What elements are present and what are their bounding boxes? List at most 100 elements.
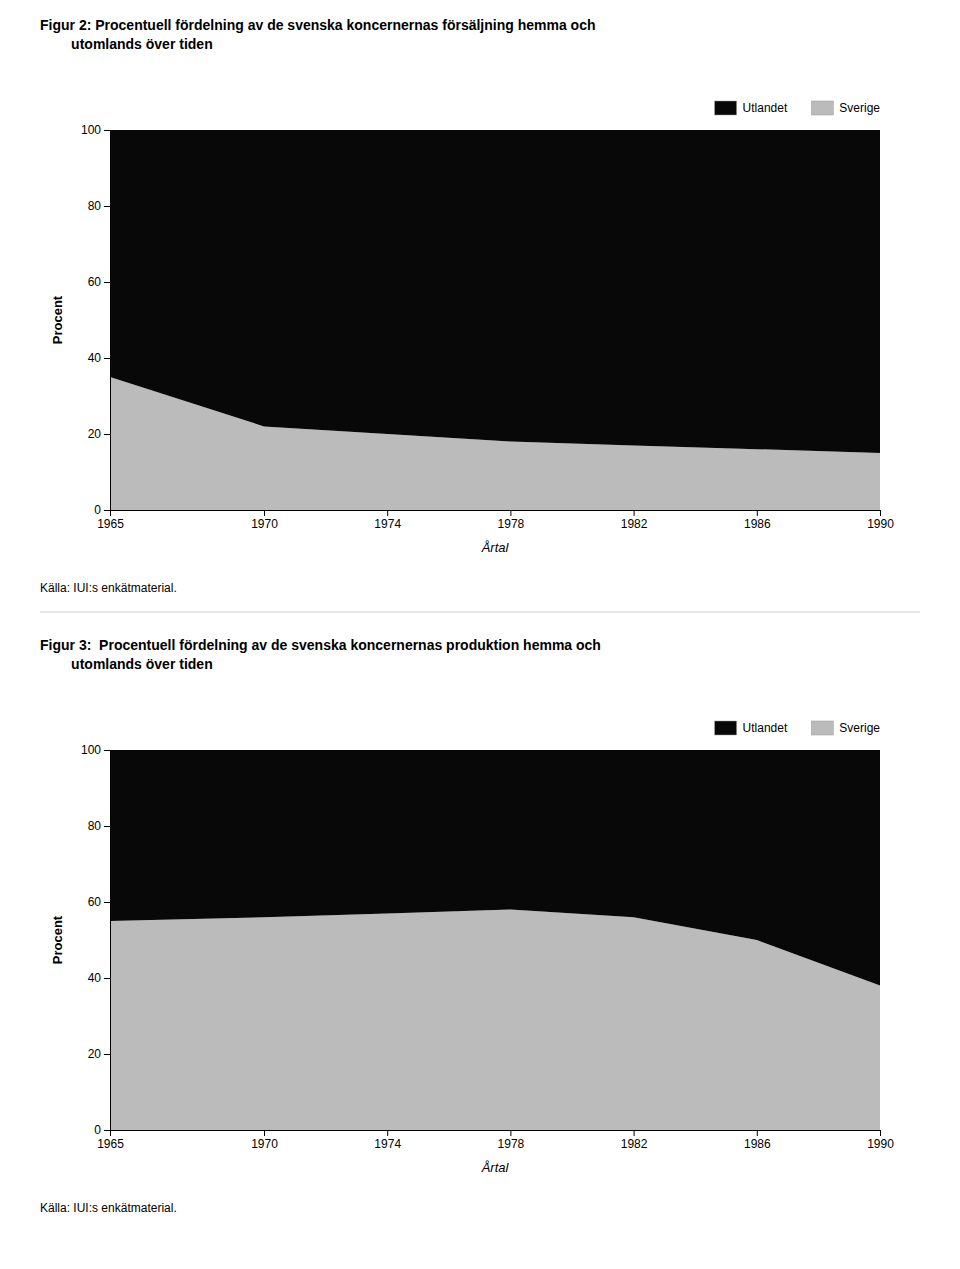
- tick-label: 1990: [867, 517, 894, 531]
- x-axis-label: Årtal: [481, 540, 510, 555]
- tick-mark: [104, 1130, 110, 1131]
- legend-item: Utlandet: [715, 101, 788, 115]
- tick: 80: [88, 819, 110, 833]
- y-axis: 0 20 40 60 80 100: [81, 123, 111, 517]
- title: utomlands över tiden: [40, 36, 213, 52]
- x-axis: 1965 1970 1974 1978 1982 1986 1990: [97, 510, 894, 531]
- legend-label: Utlandet: [743, 101, 788, 115]
- tick-mark: [104, 434, 110, 435]
- tick-mark: [264, 510, 265, 516]
- tick-mark: [634, 1130, 635, 1136]
- tick: 1978: [498, 1130, 525, 1151]
- legend-label: Sverige: [839, 721, 880, 735]
- tick: 60: [88, 895, 110, 909]
- tick-label: 1978: [498, 517, 525, 531]
- legend-label: Utlandet: [743, 721, 788, 735]
- tick-mark: [104, 978, 110, 979]
- tick: 1982: [621, 510, 648, 531]
- tick-label: 40: [88, 971, 102, 985]
- chart: Figur 2: Procentuell fördelning av de sv…: [40, 17, 920, 612]
- tick-label: 0: [94, 503, 101, 517]
- tick-mark: [264, 1130, 265, 1136]
- tick: 1965: [97, 510, 124, 531]
- tick-label: 20: [88, 1047, 102, 1061]
- tick-label: 1982: [621, 1137, 648, 1151]
- areas: [110, 130, 880, 510]
- legend-swatch: [811, 721, 833, 735]
- axis-domain: [111, 1131, 881, 1137]
- tick-mark: [104, 750, 110, 751]
- annotation: Källa: IUI:s enkätmaterial.: [40, 1201, 177, 1215]
- tick: 1986: [744, 1130, 771, 1151]
- annotation: Källa: IUI:s enkätmaterial.: [40, 581, 177, 595]
- tick: 1970: [251, 510, 278, 531]
- tick-label: 60: [88, 275, 102, 289]
- legend-item: Utlandet: [715, 721, 788, 735]
- tick-mark: [104, 902, 110, 903]
- tick: 100: [81, 123, 110, 137]
- tick-mark: [104, 282, 110, 283]
- tick: 1990: [867, 1130, 894, 1151]
- tick: 20: [88, 1047, 110, 1061]
- tick-label: 20: [88, 427, 102, 441]
- y-axis-label: Procent: [50, 915, 65, 964]
- tick-label: 40: [88, 351, 102, 365]
- page: Figur 2: Procentuell fördelning av de sv…: [0, 0, 960, 1269]
- tick-label: 1974: [374, 1137, 401, 1151]
- tick: 1974: [374, 510, 401, 531]
- axis-domain: [104, 751, 111, 1131]
- tick-label: 1978: [498, 1137, 525, 1151]
- plot: 1965 1970 1974 1978 1982 1986 1990 0 20 40 60 80 100…: [50, 101, 894, 555]
- tick-label: 1970: [251, 517, 278, 531]
- tick-mark: [104, 206, 110, 207]
- area: [110, 130, 880, 453]
- title: Figur 3: Procentuell fördelning av de sv…: [40, 637, 601, 653]
- tick-mark: [387, 1130, 388, 1136]
- legend-label: Sverige: [839, 101, 880, 115]
- tick-label: 1970: [251, 1137, 278, 1151]
- legend: Utlandet Sverige: [715, 721, 881, 735]
- y-axis: 020406080100: [81, 743, 111, 1137]
- tick: 20: [88, 427, 110, 441]
- tick: 1974: [374, 1130, 401, 1151]
- area: [110, 750, 880, 986]
- tick: 1978: [498, 510, 525, 531]
- legend-swatch: [811, 101, 833, 115]
- tick: 40: [88, 971, 110, 985]
- legend: Utlandet Sverige: [715, 101, 881, 115]
- tick: 1990: [867, 510, 894, 531]
- axis-domain: [104, 131, 111, 511]
- x-axis: 1965 1970 1974 1978 1982 1986 1990: [97, 1130, 894, 1151]
- tick-mark: [104, 510, 110, 511]
- title: utomlands över tiden: [40, 656, 213, 672]
- tick: 1965: [97, 1130, 124, 1151]
- tick-label: 1965: [97, 517, 124, 531]
- axis-domain: [111, 511, 881, 517]
- title: Figur 2: Procentuell fördelning av de sv…: [40, 17, 595, 33]
- legend-swatch: [715, 721, 737, 735]
- tick-mark: [510, 510, 511, 516]
- tick: 80: [88, 199, 110, 213]
- legend-item: Sverige: [811, 721, 880, 735]
- separator: [40, 612, 920, 613]
- tick-mark: [104, 826, 110, 827]
- tick-label: 100: [81, 123, 101, 137]
- chart: Figur 3: Procentuell fördelning av de sv…: [40, 637, 894, 1215]
- legend-swatch: [715, 101, 737, 115]
- areas: [110, 750, 880, 1130]
- tick: 40: [88, 351, 110, 365]
- tick-label: 60: [88, 895, 102, 909]
- tick-label: 80: [88, 819, 102, 833]
- tick-mark: [104, 358, 110, 359]
- tick-mark: [634, 510, 635, 516]
- legend-item: Sverige: [811, 101, 880, 115]
- y-axis-label: Procent: [50, 295, 65, 344]
- tick-mark: [510, 1130, 511, 1136]
- tick-mark: [880, 510, 881, 516]
- tick-label: 1965: [97, 1137, 124, 1151]
- tick: 1986: [744, 510, 771, 531]
- tick-label: 1982: [621, 517, 648, 531]
- tick-label: 1974: [374, 517, 401, 531]
- x-axis-label: Årtal: [481, 1160, 510, 1175]
- tick-label: 0: [94, 1123, 101, 1137]
